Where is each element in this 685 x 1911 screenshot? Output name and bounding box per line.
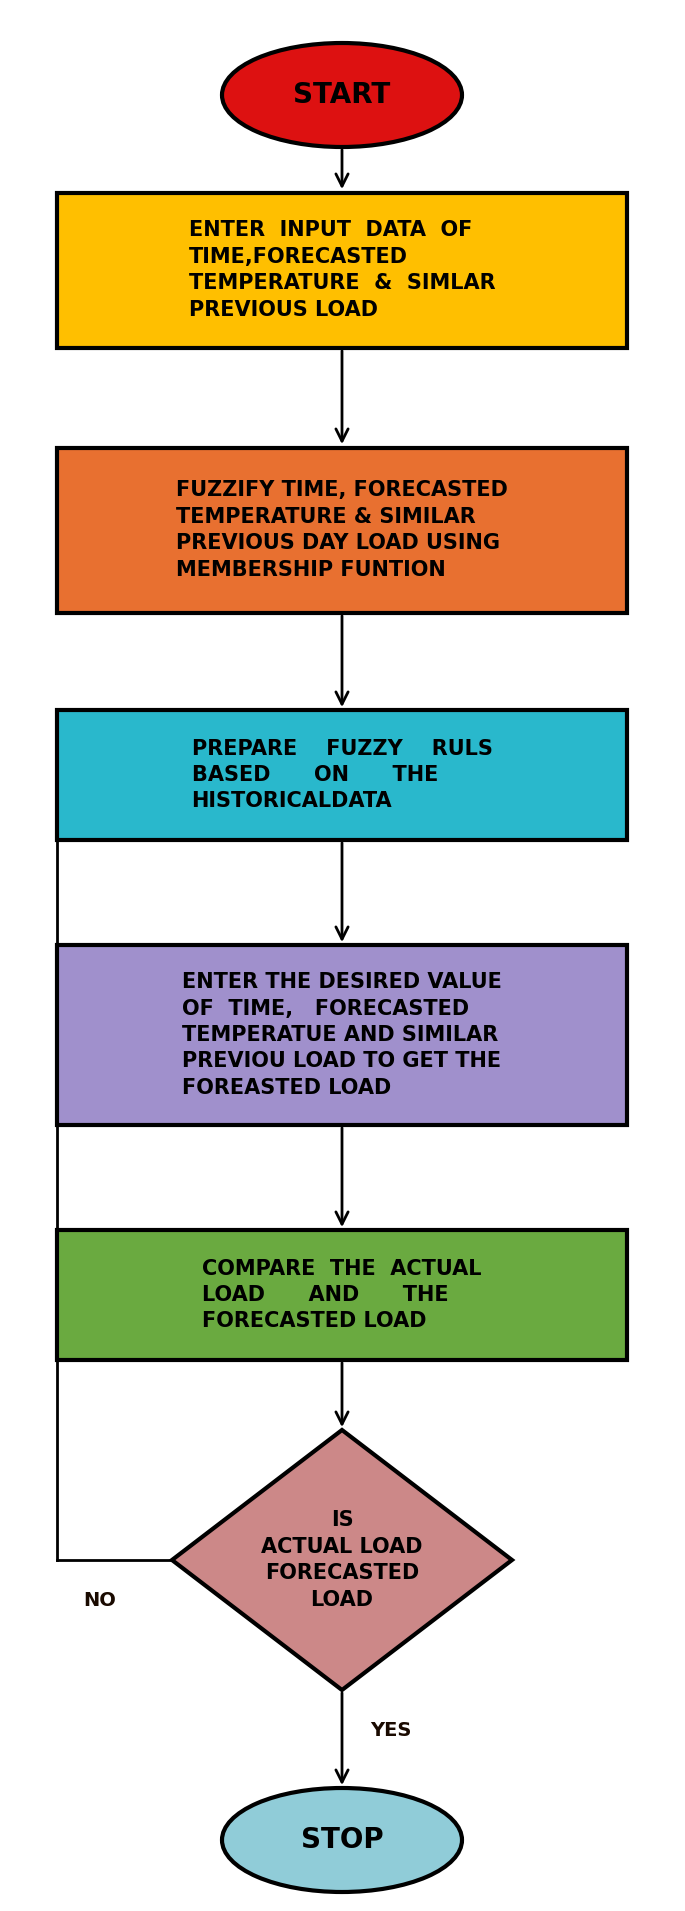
Text: IS
ACTUAL LOAD
FORECASTED
LOAD: IS ACTUAL LOAD FORECASTED LOAD xyxy=(261,1510,423,1609)
FancyBboxPatch shape xyxy=(57,946,627,1126)
Ellipse shape xyxy=(222,44,462,147)
Text: PREPARE    FUZZY    RULS
BASED      ON      THE
HISTORICALDATA: PREPARE FUZZY RULS BASED ON THE HISTORIC… xyxy=(192,738,493,812)
Text: START: START xyxy=(293,80,390,109)
Text: COMPARE  THE  ACTUAL
LOAD      AND      THE
FORECASTED LOAD: COMPARE THE ACTUAL LOAD AND THE FORECAST… xyxy=(202,1259,482,1332)
Text: ENTER THE DESIRED VALUE
OF  TIME,   FORECASTED
TEMPERATUE AND SIMILAR
PREVIOU LO: ENTER THE DESIRED VALUE OF TIME, FORECAS… xyxy=(182,973,502,1097)
Ellipse shape xyxy=(222,1789,462,1892)
Text: FUZZIFY TIME, FORECASTED
TEMPERATURE & SIMILAR
PREVIOUS DAY LOAD USING
MEMBERSHI: FUZZIFY TIME, FORECASTED TEMPERATURE & S… xyxy=(176,480,508,579)
Text: NO: NO xyxy=(84,1590,116,1609)
Text: ENTER  INPUT  DATA  OF
TIME,FORECASTED
TEMPERATURE  &  SIMLAR
PREVIOUS LOAD: ENTER INPUT DATA OF TIME,FORECASTED TEMP… xyxy=(188,220,495,319)
FancyBboxPatch shape xyxy=(57,1231,627,1361)
Text: STOP: STOP xyxy=(301,1827,384,1854)
FancyBboxPatch shape xyxy=(57,447,627,613)
FancyBboxPatch shape xyxy=(57,193,627,348)
FancyBboxPatch shape xyxy=(57,711,627,841)
Text: YES: YES xyxy=(370,1720,412,1739)
Polygon shape xyxy=(172,1429,512,1689)
